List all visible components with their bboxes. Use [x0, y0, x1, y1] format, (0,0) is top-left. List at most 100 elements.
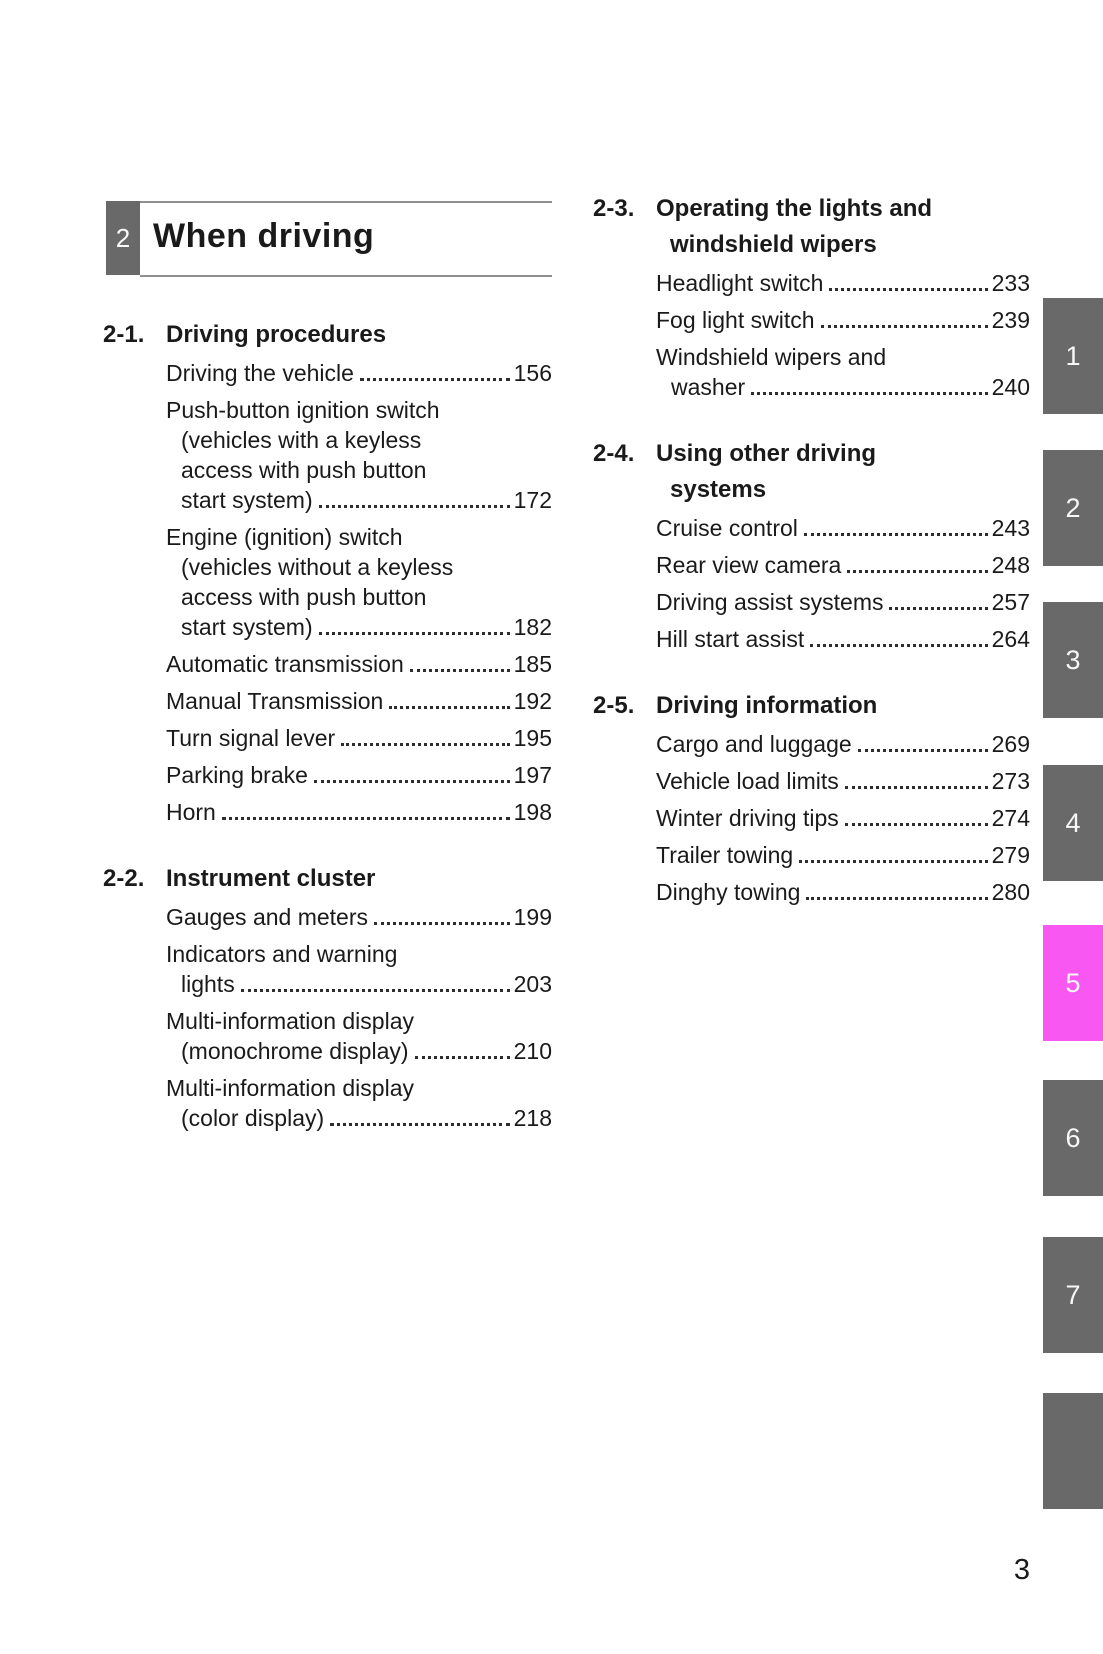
section-number: 2-1.: [103, 321, 145, 348]
dotted-leader: [221, 817, 510, 820]
toc-entry: Parking brake 197: [166, 760, 552, 790]
entry-label: Cruise control: [656, 515, 798, 541]
entry-text-line: (vehicles with a keyless: [181, 427, 422, 453]
entry-page-number: 240: [991, 374, 1030, 400]
section-heading: 2-4. Using other driving systems: [593, 436, 1030, 508]
section-entries: Cargo and luggage 269 Vehicle load limits 2…: [593, 729, 1030, 907]
entry-page-number: 156: [513, 360, 552, 386]
entry-label: washer: [671, 374, 746, 400]
entry-last-line: Fog light switch 239: [656, 305, 1030, 335]
entry-page-number: 279: [991, 842, 1030, 868]
entry-page-number: 203: [513, 971, 552, 997]
header-bottom-rule: [140, 275, 552, 277]
toc-entry: Multi-information display (color display)…: [166, 1073, 552, 1133]
section-number: 2-2.: [103, 865, 145, 892]
section-entries: Cruise control 243 Rear view camera 248 Driv…: [593, 513, 1030, 654]
dotted-leader: [751, 392, 988, 395]
header-top-rule: [106, 201, 552, 203]
chapter-title: When driving: [153, 217, 375, 255]
toc-entry: Push-button ignition switch (vehicles wit…: [166, 395, 552, 515]
entry-label: Vehicle load limits: [656, 768, 839, 794]
entry-page-number: 243: [991, 515, 1030, 541]
toc-entry: Rear view camera 248: [656, 550, 1030, 580]
dotted-leader: [844, 786, 988, 789]
toc-entry: Turn signal lever 195: [166, 723, 552, 753]
dotted-leader: [240, 989, 510, 992]
entry-label: (monochrome display): [181, 1038, 409, 1064]
entry-page-number: 239: [991, 307, 1030, 333]
entry-text-line: Push-button ignition switch: [166, 397, 440, 423]
right-toc-sections: 2-3. Operating the lights and windshield w…: [593, 191, 1030, 907]
entry-last-line: lights 203: [166, 969, 552, 999]
toc-entry: Gauges and meters 199: [166, 902, 552, 932]
toc-entry: Driving the vehicle 156: [166, 358, 552, 388]
side-tab-3: 3: [1043, 602, 1103, 718]
entry-last-line: Driving the vehicle 156: [166, 358, 552, 388]
section-title-line: Operating the lights and: [656, 195, 933, 222]
entry-last-line: Driving assist systems 257: [656, 587, 1030, 617]
left-column: 2 When driving 2-1. Driving procedures Dri…: [103, 195, 552, 1140]
section-number: 2-3.: [593, 195, 635, 222]
entry-label: Parking brake: [166, 762, 308, 788]
entry-last-line: Headlight switch 233: [656, 268, 1030, 298]
section-heading: 2-2. Instrument cluster: [103, 861, 552, 897]
entry-page-number: 185: [513, 651, 552, 677]
entry-page-number: 210: [513, 1038, 552, 1064]
entry-last-line: Dinghy towing 280: [656, 877, 1030, 907]
entry-text-line: access with push button: [181, 457, 427, 483]
entry-text-line: (vehicles without a keyless: [181, 554, 454, 580]
toc-entry: Cargo and luggage 269: [656, 729, 1030, 759]
entry-text-line: Indicators and warning: [166, 941, 398, 967]
entry-last-line: (color display) 218: [166, 1103, 552, 1133]
entry-text-line: access with push button: [181, 584, 427, 610]
entry-last-line: Manual Transmission 192: [166, 686, 552, 716]
entry-last-line: Vehicle load limits 273: [656, 766, 1030, 796]
entry-text-line: Multi-information display: [166, 1075, 414, 1101]
side-tab-2: 2: [1043, 450, 1103, 566]
section-title-line: Driving information: [656, 692, 878, 719]
toc-entry: Dinghy towing 280: [656, 877, 1030, 907]
entry-last-line: Parking brake 197: [166, 760, 552, 790]
entry-page-number: 172: [513, 487, 552, 513]
dotted-leader: [341, 743, 510, 746]
section-title: Operating the lights and windshield wiper…: [656, 191, 1030, 263]
entry-label: Gauges and meters: [166, 904, 369, 930]
dotted-leader: [374, 922, 510, 925]
entry-last-line: Automatic transmission 185: [166, 649, 552, 679]
entry-page-number: 273: [991, 768, 1030, 794]
section-title: Instrument cluster: [166, 861, 552, 897]
entry-label: start system): [181, 614, 313, 640]
page-number: 3: [1013, 1554, 1030, 1586]
section-number: 2-4.: [593, 440, 635, 467]
entry-label: Trailer towing: [656, 842, 794, 868]
entry-last-line: Gauges and meters 199: [166, 902, 552, 932]
toc-entry: Horn 198: [166, 797, 552, 827]
dotted-leader: [313, 780, 510, 783]
entry-page-number: 274: [991, 805, 1030, 831]
section-title: Driving information: [656, 688, 1030, 724]
entry-label: start system): [181, 487, 313, 513]
entry-label: Manual Transmission: [166, 688, 384, 714]
section-title-line: Instrument cluster: [166, 865, 376, 892]
entry-page-number: 264: [991, 626, 1030, 652]
entry-text-line: Multi-information display: [166, 1008, 414, 1034]
section-title: Using other driving systems: [656, 436, 1030, 508]
toc-entry: Cruise control 243: [656, 513, 1030, 543]
entry-page-number: 197: [513, 762, 552, 788]
toc-entry: Hill start assist 264: [656, 624, 1030, 654]
toc-entry: Fog light switch 239: [656, 305, 1030, 335]
entry-label: Automatic transmission: [166, 651, 404, 677]
entry-label: Rear view camera: [656, 552, 842, 578]
entry-label: Turn signal lever: [166, 725, 336, 751]
side-tab-1: 1: [1043, 298, 1103, 414]
dotted-leader: [318, 632, 510, 635]
toc-entry: Vehicle load limits 273: [656, 766, 1030, 796]
toc-section-2-4: 2-4. Using other driving systems Cruise con…: [593, 436, 1030, 654]
entry-page-number: 198: [513, 799, 552, 825]
dotted-leader: [844, 823, 988, 826]
dotted-leader: [359, 378, 510, 381]
dotted-leader: [810, 644, 988, 647]
side-tab-7: 7: [1043, 1237, 1103, 1353]
dotted-leader: [414, 1056, 510, 1059]
